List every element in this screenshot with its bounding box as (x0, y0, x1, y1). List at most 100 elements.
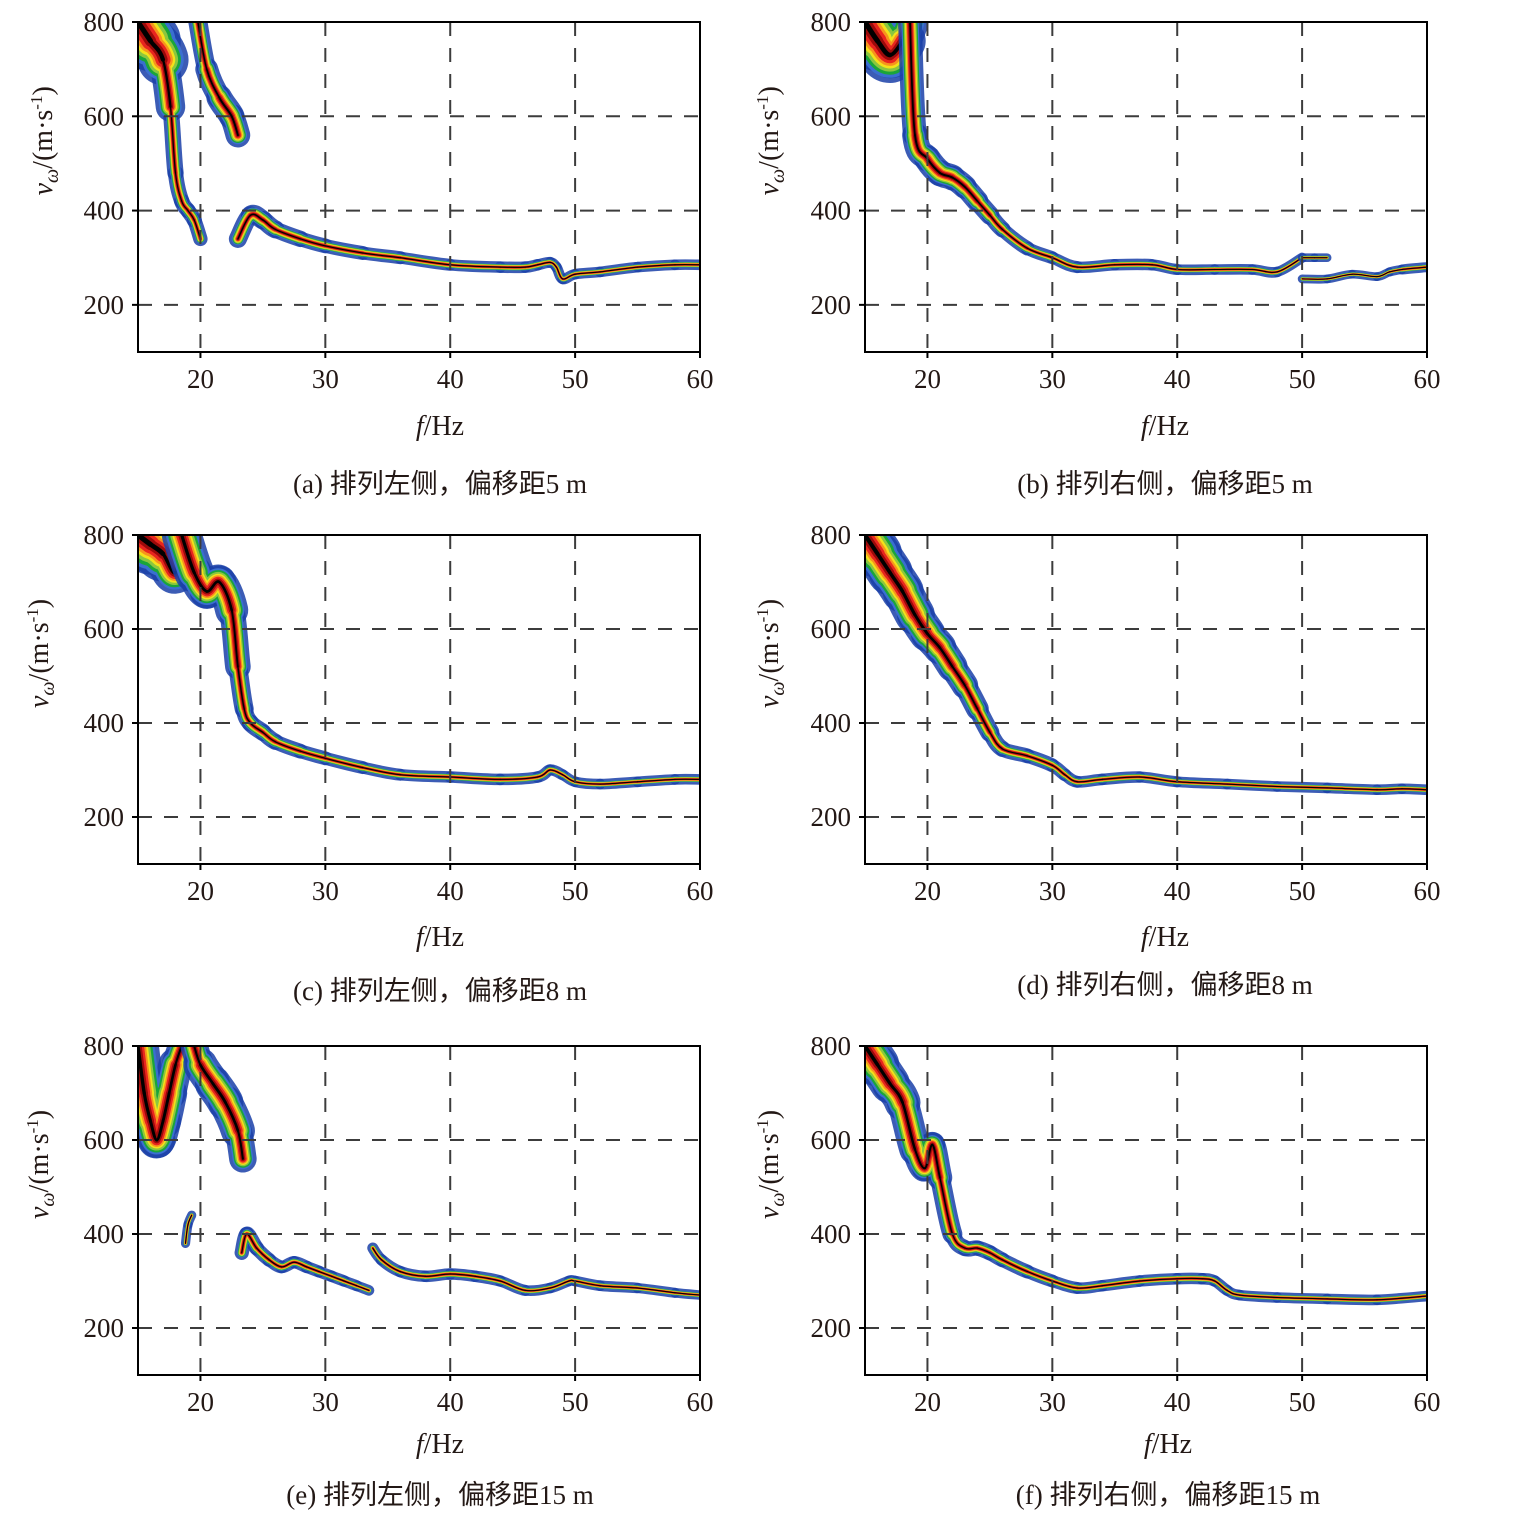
ridge-band-segment (187, 1214, 193, 1226)
ridge-band-segment (913, 613, 929, 636)
ridge-band-segment (218, 96, 233, 118)
x-tick-label: 20 (187, 1387, 214, 1417)
ridge-band-segment (976, 708, 991, 734)
dispersion-ridge (367, 1242, 700, 1300)
x-tick-label: 50 (1289, 876, 1316, 906)
y-tick-label: 200 (84, 290, 125, 320)
x-tick-label: 40 (437, 1387, 464, 1417)
y-tick-label: 200 (84, 1313, 125, 1343)
x-tick-label: 40 (1164, 364, 1191, 394)
ticks: 20 30 40 50 60 200 400 600 800 (811, 1031, 1441, 1417)
y-axis-label: vω/(m·s-1) (753, 1110, 789, 1219)
dispersion-energy (865, 22, 1427, 284)
x-tick-label: 30 (312, 876, 339, 906)
ridge-band-segment (262, 731, 276, 743)
ridge-band-segment (1076, 778, 1103, 783)
ridge-band-segment (1239, 1294, 1278, 1298)
dispersion-ridge (228, 204, 700, 285)
ridge-band-segment (262, 219, 277, 231)
panel-c: 20 30 40 50 60 200 400 600 800 f/Hz vω/(m·s-1) (c) … (23, 520, 714, 1006)
ridge-band-segment (599, 1285, 639, 1289)
x-tick-label: 50 (562, 364, 589, 394)
dispersion-energy (865, 1046, 1427, 1306)
x-tick-label: 60 (1414, 364, 1441, 394)
ridge-band-segment (299, 750, 326, 759)
ridge-band-segment (549, 1280, 570, 1289)
ridge-band-segment (1401, 788, 1427, 791)
ridge-band-segment (568, 1279, 576, 1282)
ticks: 20 30 40 50 60 200 400 600 800 (84, 1031, 714, 1417)
ridge-band-segment (1001, 1259, 1028, 1273)
ridge-band-segment (324, 757, 364, 769)
dispersion-ridge (180, 1046, 257, 1173)
ridge-band-segment (331, 1275, 345, 1282)
x-tick-label: 20 (914, 364, 941, 394)
ticks: 20 30 40 50 60 200 400 600 800 (811, 7, 1441, 394)
ridge-band-segment (1176, 781, 1228, 785)
ridge-band-segment (237, 214, 252, 240)
dispersion-energy (138, 1046, 700, 1300)
panel-caption: (f) 排列右侧，偏移距15 m (1016, 1480, 1320, 1510)
ridge-band-segment (1376, 788, 1403, 791)
panel-caption: (d) 排列右侧，偏移距8 m (1017, 970, 1312, 1000)
ridge-band-segment (449, 776, 501, 780)
ridge-band-segment (926, 157, 941, 174)
x-tick-label: 50 (1289, 364, 1316, 394)
ridge-band-segment (989, 1252, 1003, 1261)
ridge-band-segment (1026, 1271, 1053, 1282)
ridge-band-segment (274, 741, 301, 752)
ridge-band-segment (217, 580, 233, 612)
ridge-band-segment (1389, 269, 1403, 273)
ridge-band-segment (1026, 247, 1053, 259)
ridge-band-segment (1401, 266, 1427, 270)
x-tick-label: 30 (1039, 876, 1066, 906)
x-axis-label: f/Hz (1144, 1429, 1192, 1460)
ridge-band-segment (169, 106, 177, 174)
ridge-band-segment (964, 684, 979, 710)
ridge-band-segment (1326, 1298, 1378, 1301)
ridge-band-segment (499, 1280, 526, 1291)
panel-d: 20 30 40 50 60 200 400 600 800 f/Hz vω/(m·s-1) (d) … (753, 520, 1441, 1000)
grid (138, 1046, 700, 1375)
ridge-band-segment (1139, 1278, 1178, 1282)
ridge-band-segment (362, 252, 401, 259)
ridge-band-segment (1101, 776, 1141, 780)
y-axis-label: vω/(m·s-1) (23, 599, 59, 708)
axes-frame (137, 1045, 701, 1376)
dispersion-ridge (865, 535, 1427, 796)
y-tick-label: 200 (84, 802, 125, 832)
ridge-band-segment (1226, 783, 1278, 787)
ridge-band-segment (637, 1287, 676, 1294)
ridge-band-segment (185, 1224, 189, 1244)
dispersion-energy (865, 535, 1427, 796)
ridge-band-segment (299, 238, 326, 247)
y-tick-label: 400 (84, 196, 125, 226)
ridge-band-segment (599, 781, 639, 785)
panel-a: 20 30 40 50 60 200 400 600 800 f/Hz vω/(m·s-1) (a) … (27, 7, 714, 499)
dispersion-energy (138, 22, 700, 285)
x-tick-label: 60 (1414, 1387, 1441, 1417)
ridge-band-segment (976, 1247, 991, 1254)
ridge-band-segment (499, 776, 539, 780)
x-tick-label: 60 (687, 364, 714, 394)
ridge-band-segment (230, 609, 239, 668)
ridge-band-segment (964, 186, 979, 202)
y-tick-label: 400 (811, 708, 852, 738)
ridge-band-segment (524, 1287, 551, 1292)
ridge-band-segment (142, 1091, 153, 1123)
ridge-band-segment (237, 665, 245, 710)
dispersion-ridge (180, 1210, 197, 1248)
y-tick-label: 200 (811, 1313, 852, 1343)
ridge-band-segment (1064, 774, 1078, 783)
y-tick-label: 600 (811, 101, 852, 131)
x-tick-label: 40 (437, 364, 464, 394)
ridge-band-segment (181, 200, 189, 212)
grid (865, 535, 1427, 864)
ridge-band-segment (574, 271, 601, 275)
ridge-band-segment (1251, 269, 1278, 273)
ridge-band-segment (1226, 1289, 1241, 1296)
dispersion-ridge (1297, 262, 1427, 284)
x-tick-label: 60 (687, 1387, 714, 1417)
dispersion-ridge (138, 22, 208, 247)
